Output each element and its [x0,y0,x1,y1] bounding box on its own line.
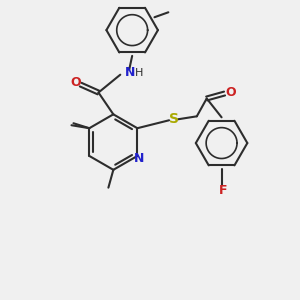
Text: N: N [134,152,145,165]
Text: N: N [125,66,135,79]
Text: S: S [169,112,179,126]
Text: O: O [70,76,81,89]
Text: F: F [219,184,228,197]
Text: O: O [225,86,236,99]
Text: H: H [135,68,143,78]
